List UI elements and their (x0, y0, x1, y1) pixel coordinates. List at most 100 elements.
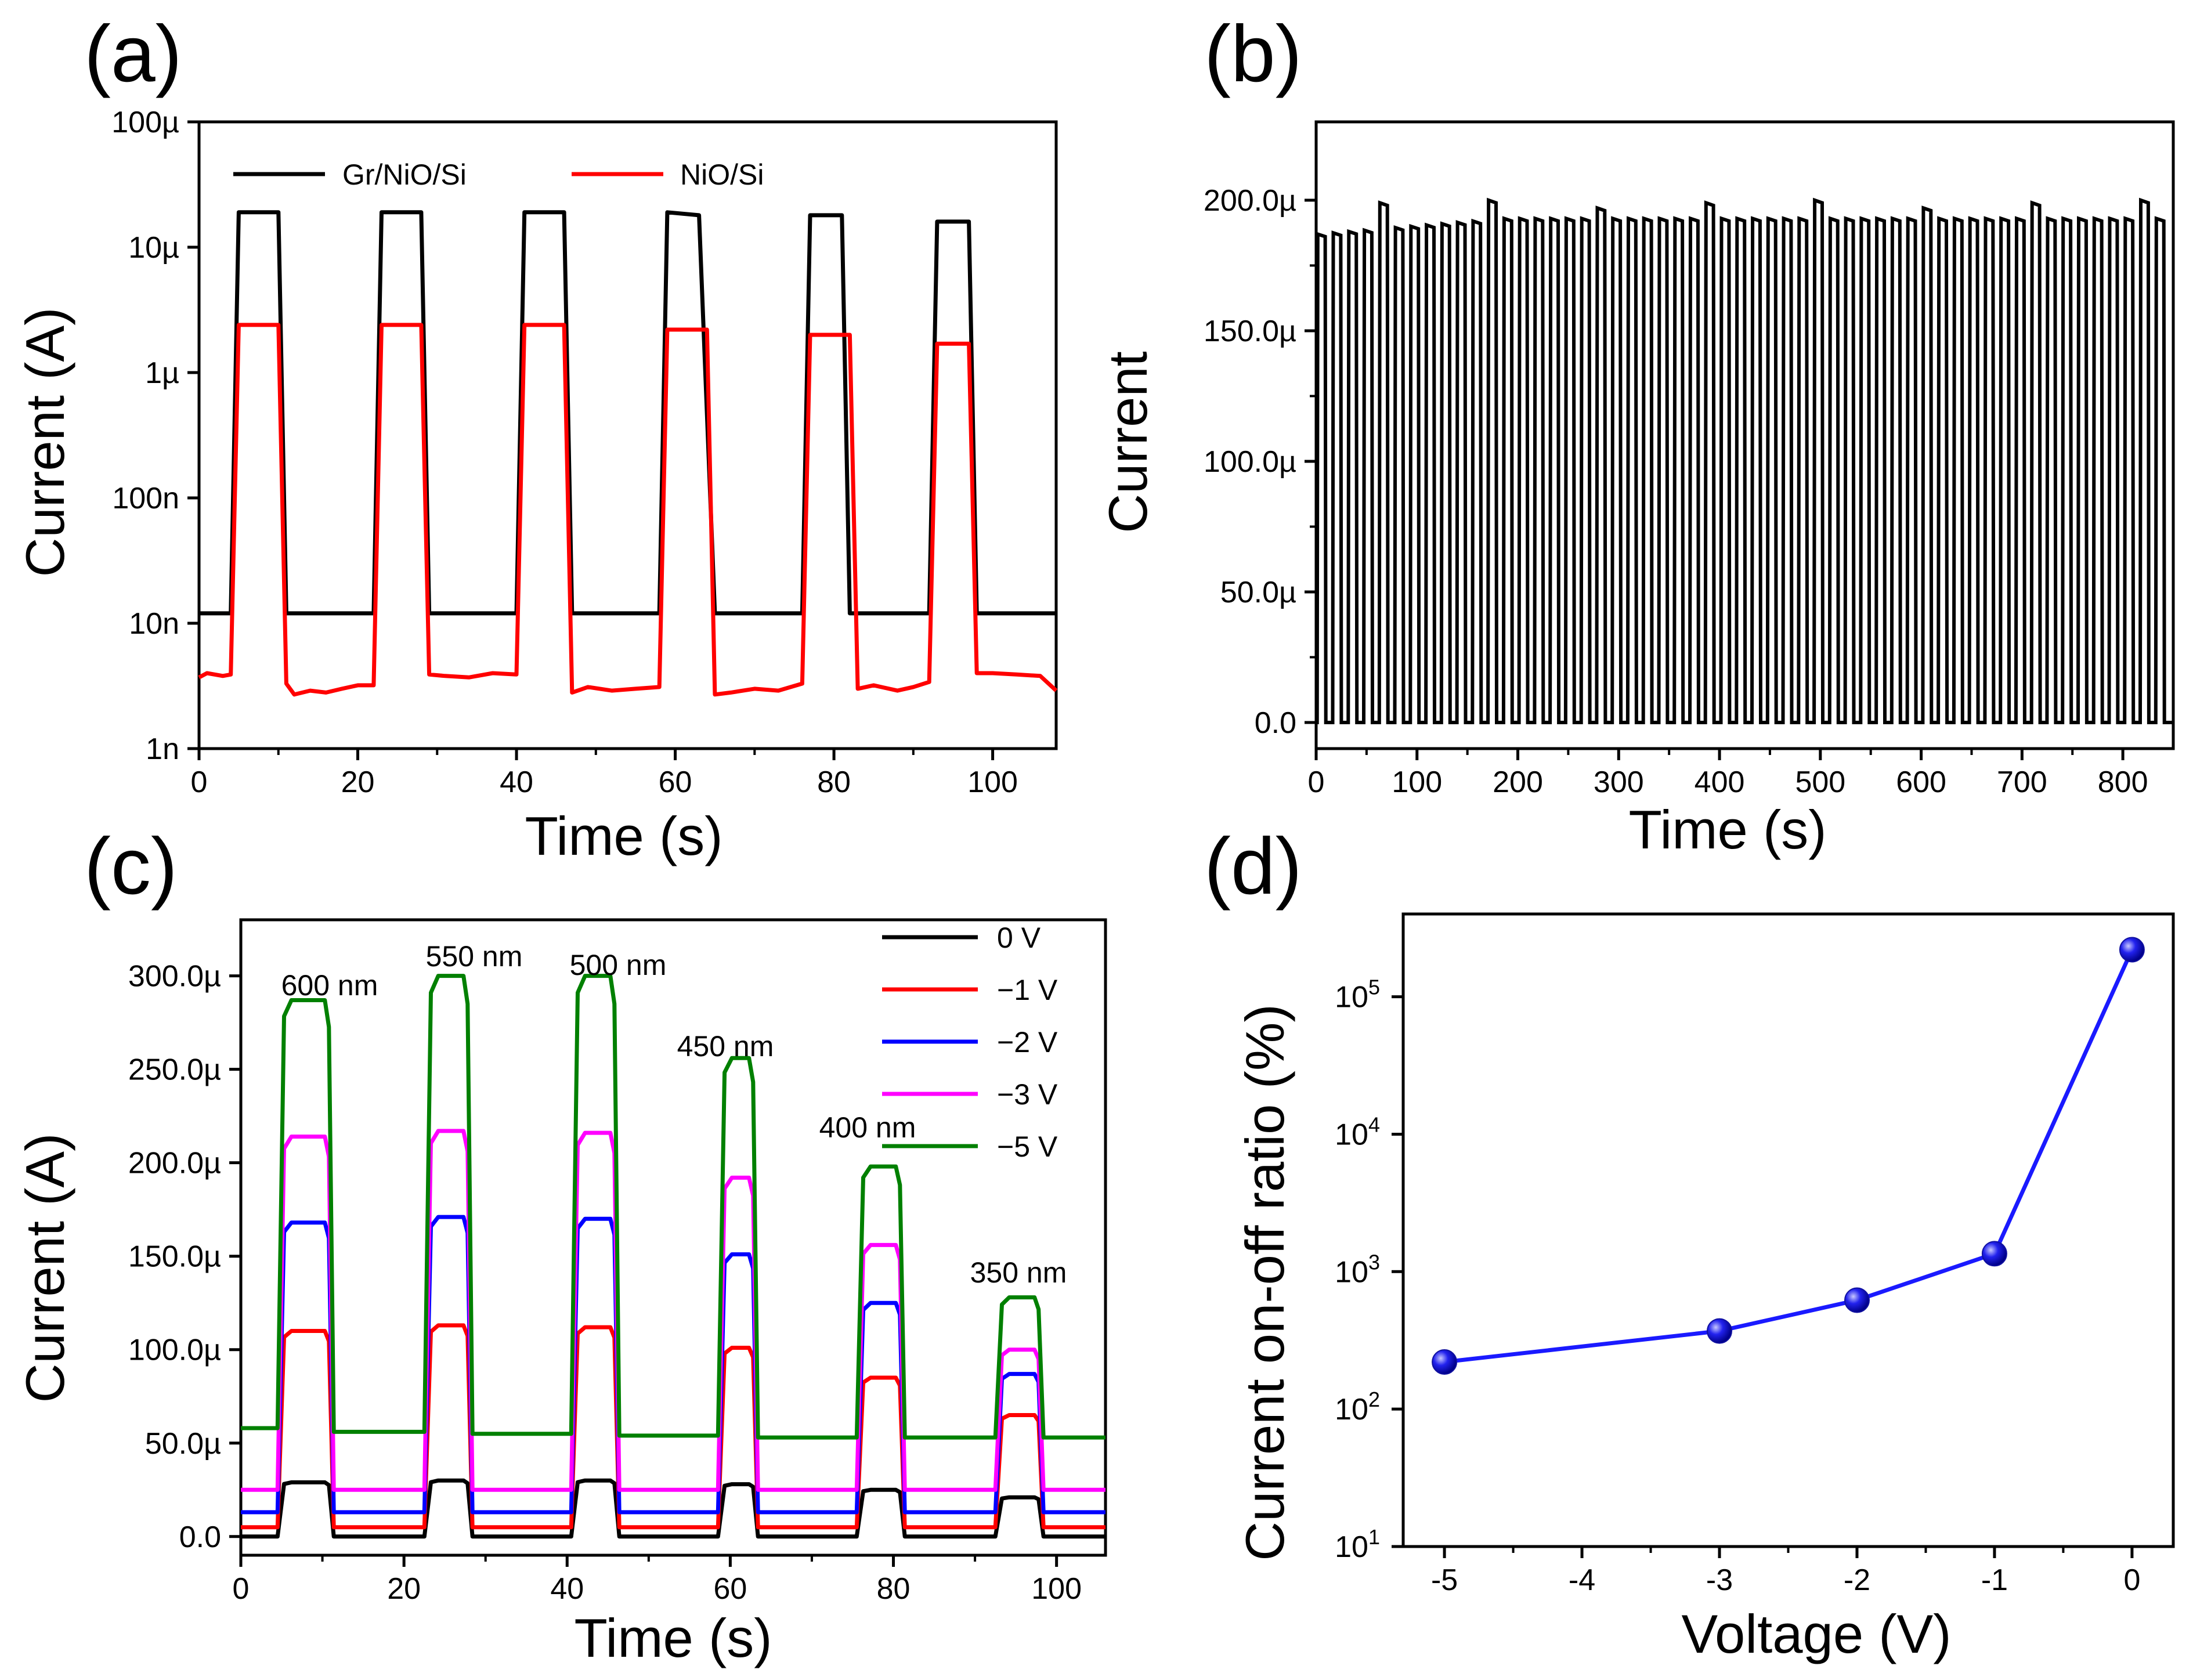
panel-c-plot: 0 20 40 60 80 100 0.0 50.0µ 100.0µ 150.0µ 200.0µ 25… (128, 918, 1107, 1606)
panel-d-ylabel: Current on-off ratio (%) (1234, 1004, 1295, 1561)
panel-b-letter: (b) (1204, 9, 1302, 99)
panel-d-ytick-label-exp: 5 (1368, 976, 1380, 999)
panel-c-ytick-label-100-0: 100.0µ (128, 1334, 221, 1367)
panel-a-series-nio-si (198, 323, 1058, 697)
panel-d-ytick-label-exp: 2 (1368, 1388, 1380, 1411)
panel-c-annotation-550nm: 550 nm (426, 940, 523, 973)
panel-d-xtick-label-1: -1 (1981, 1563, 2008, 1597)
panel-b-xtick-label-700: 700 (1997, 765, 2047, 799)
panel-d-ytick-label-base: 10 (1335, 981, 1368, 1014)
panel-b-plot: 0 100 200 300 400 500 600 700 800 0.0 50.0µ 100.0µ 1… (1204, 120, 2175, 799)
panel-d-ytick-label-exp: 1 (1368, 1525, 1380, 1549)
panel-b-ytick-label-0-0: 0.0 (1255, 706, 1296, 740)
panel-b-xtick-label-300: 300 (1594, 765, 1644, 799)
panel-c-legend-label-minus1v: −1 V (997, 974, 1058, 1006)
panel-c-ytick-label-200-0: 200.0µ (128, 1147, 221, 1180)
panel-d-ytick-label-exp: 3 (1368, 1250, 1380, 1274)
panel-c-annotation-400nm: 400 nm (819, 1111, 916, 1144)
panel-c-xtick-label-0: 0 (233, 1572, 250, 1606)
panel-a-legend-label-gr-nio-si: Gr/NiO/Si (342, 158, 467, 191)
panel-b: (b) 0 100 200 300 400 500 600 700 800 0.0 50.0µ 100… (1097, 9, 2175, 860)
panel-a-plot-frame (197, 120, 1058, 750)
panel-a-xtick-label-100: 100 (967, 765, 1018, 799)
panel-c-legend-label-0v: 0 V (997, 922, 1041, 954)
panel-c-xtick-label-100: 100 (1031, 1572, 1082, 1606)
panel-d-xtick-label-0: 0 (2123, 1563, 2140, 1597)
panel-d-ytick-label-base: 10 (1335, 1530, 1368, 1564)
panel-a-xtick-label-60: 60 (659, 765, 692, 799)
panel-a-plot: 0 20 40 60 80 100 1n 10n 100n 1µ 10µ 100µ (111, 106, 1058, 799)
panel-a-letter: (a) (84, 9, 182, 99)
panel-d-point-1 (1981, 1241, 2007, 1267)
panel-d-point-5 (1432, 1349, 1458, 1375)
panel-a-ytick-label-10n: 10n (129, 607, 179, 641)
panel-a-xlabel: Time (s) (525, 805, 722, 866)
panel-a-ytick-label-10: 10µ (128, 231, 179, 265)
panel-d-xtick-label-4: -4 (1569, 1563, 1595, 1597)
panel-c-ytick-label-150-0: 150.0µ (128, 1240, 221, 1274)
panel-d-xtick-label-2: -2 (1844, 1563, 1870, 1597)
panel-c-ytick-label-0-0: 0.0 (179, 1520, 221, 1554)
panel-b-xtick-label-400: 400 (1695, 765, 1745, 799)
panel-d-ytick-label-2: 103 (1335, 1250, 1380, 1289)
panel-c-series-minus1-v (241, 1323, 1105, 1530)
panel-a-legend: Gr/NiO/Si NiO/Si (233, 158, 764, 191)
panel-a-legend-label-nio-si: NiO/Si (680, 158, 764, 191)
panel-c-ylabel: Current (A) (15, 1133, 75, 1403)
panel-a-ytick-label-1n: 1n (146, 732, 179, 766)
panel-c-xtick-label-80: 80 (877, 1572, 911, 1606)
panel-d-xtick-label-5: -5 (1431, 1563, 1458, 1597)
panel-d-ytick-label-base: 10 (1335, 1118, 1368, 1151)
panel-d-xtick-label-3: -3 (1706, 1563, 1733, 1597)
panel-b-xlabel: Time (s) (1628, 799, 1826, 860)
panel-c-legend: 0 V −1 V −2 V −3 V −5 V (882, 922, 1058, 1163)
panel-d-ytick-label-exp: 4 (1368, 1112, 1380, 1136)
panel-c-ytick-label-300-0: 300.0µ (128, 960, 221, 993)
panel-c-xtick-label-40: 40 (550, 1572, 584, 1606)
panel-a-series-gr-nio-si (199, 210, 1056, 616)
panel-c-legend-label-minus3v: −3 V (997, 1078, 1058, 1111)
panel-d-point-2 (1844, 1287, 1870, 1313)
panel-b-xtick-label-0: 0 (1308, 765, 1325, 799)
panel-c-annotation-600nm: 600 nm (281, 969, 378, 1002)
panel-a-xtick-label-0: 0 (191, 765, 208, 799)
panel-a-xtick-label-20: 20 (341, 765, 375, 799)
panel-d-ytick-label-1: 102 (1335, 1388, 1380, 1426)
panel-c-annotation-500nm: 500 nm (570, 949, 667, 981)
panel-c-series-minus5-v (241, 974, 1105, 1440)
panel-b-ylabel: Current (1097, 351, 1158, 533)
panel-c-annotation-350nm: 350 nm (970, 1256, 1067, 1289)
panel-a-ytick-label-100n: 100n (112, 482, 179, 515)
panel-a-ytick-label-100: 100µ (111, 106, 179, 139)
panel-d-ytick-label-base: 10 (1335, 1393, 1368, 1426)
panel-c-letter: (c) (84, 822, 178, 911)
panel-c-plot-frame (239, 918, 1107, 1557)
panel-b-ytick-label-100-0: 100.0µ (1204, 445, 1296, 479)
panel-d-ytick-label-0: 101 (1335, 1525, 1380, 1564)
panel-d-ytick-label-base: 10 (1335, 1255, 1368, 1289)
panel-d-point-3 (1707, 1318, 1732, 1344)
panel-b-series-on-off-cycles (1315, 197, 2173, 724)
panel-c: (c) 0 20 40 60 80 100 0.0 50.0µ 100.0µ 150.0µ 200.… (15, 822, 1107, 1668)
panel-b-xtick-label-800: 800 (2098, 765, 2148, 799)
panel-c-xtick-label-20: 20 (387, 1572, 421, 1606)
panel-c-ytick-label-50-0: 50.0µ (145, 1427, 221, 1461)
panel-d-letter: (d) (1204, 822, 1302, 911)
panel-a: (a) 0 20 40 60 80 100 1n 10n 100n 1µ 10µ 100µ Time … (15, 9, 1058, 866)
panel-b-ytick-label-50-0: 50.0µ (1220, 576, 1296, 609)
panel-c-xtick-label-60: 60 (713, 1572, 747, 1606)
panel-c-annotation-450nm: 450 nm (677, 1030, 774, 1063)
panel-b-xtick-label-500: 500 (1795, 765, 1845, 799)
panel-a-xtick-label-80: 80 (817, 765, 851, 799)
panel-a-xtick-label-40: 40 (500, 765, 533, 799)
panel-a-ytick-label-1: 1µ (145, 356, 179, 390)
panel-b-ytick-label-200-0: 200.0µ (1204, 184, 1296, 218)
panel-b-ytick-label-150-0: 150.0µ (1204, 315, 1296, 348)
panel-b-xtick-label-100: 100 (1392, 765, 1442, 799)
panel-c-legend-label-minus5v: −5 V (997, 1130, 1058, 1163)
panel-d-ytick-label-3: 104 (1335, 1112, 1380, 1151)
